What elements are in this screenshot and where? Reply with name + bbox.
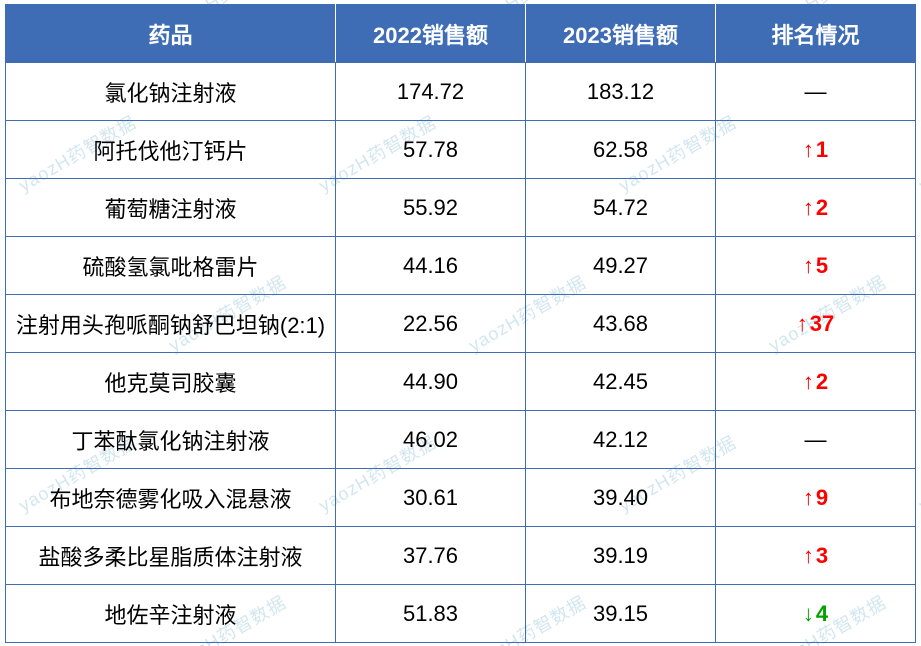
cell-2023: 43.68: [526, 295, 716, 353]
cell-rank: ↑5: [716, 237, 916, 295]
cell-2022: 57.78: [336, 121, 526, 179]
cell-2023: 54.72: [526, 179, 716, 237]
arrow-down-icon: ↓: [803, 601, 814, 626]
table-row: 布地奈德雾化吸入混悬液30.6139.40↑9: [6, 469, 916, 527]
arrow-up-icon: ↑: [803, 369, 814, 394]
rank-value: 5: [816, 253, 828, 278]
cell-2022: 30.61: [336, 469, 526, 527]
cell-drug: 地佐辛注射液: [6, 585, 336, 643]
cell-2023: 39.15: [526, 585, 716, 643]
cell-drug: 他克莫司胶囊: [6, 353, 336, 411]
cell-2023: 39.40: [526, 469, 716, 527]
table-row: 葡萄糖注射液55.9254.72↑2: [6, 179, 916, 237]
cell-2022: 46.02: [336, 411, 526, 469]
rank-value: 2: [816, 369, 828, 394]
drug-sales-table: 药品 2022销售额 2023销售额 排名情况 氯化钠注射液174.72183.…: [5, 4, 916, 643]
table-body: 氯化钠注射液174.72183.12—阿托伐他汀钙片57.7862.58↑1葡萄…: [6, 63, 916, 643]
rank-value: 3: [816, 543, 828, 568]
rank-value: 2: [816, 195, 828, 220]
cell-rank: ↑2: [716, 353, 916, 411]
arrow-up-icon: ↑: [803, 543, 814, 568]
rank-value: 4: [816, 601, 828, 626]
table-row: 地佐辛注射液51.8339.15↓4: [6, 585, 916, 643]
cell-drug: 葡萄糖注射液: [6, 179, 336, 237]
rank-value: 1: [816, 137, 828, 162]
cell-drug: 氯化钠注射液: [6, 63, 336, 121]
arrow-up-icon: ↑: [803, 253, 814, 278]
cell-drug: 阿托伐他汀钙片: [6, 121, 336, 179]
cell-2022: 55.92: [336, 179, 526, 237]
cell-rank: ↓4: [716, 585, 916, 643]
cell-2023: 42.12: [526, 411, 716, 469]
cell-2022: 22.56: [336, 295, 526, 353]
table-row: 他克莫司胶囊44.9042.45↑2: [6, 353, 916, 411]
cell-rank: —: [716, 63, 916, 121]
rank-value: 37: [810, 311, 834, 336]
arrow-up-icon: ↑: [803, 195, 814, 220]
rank-none-glyph: —: [805, 427, 827, 452]
cell-rank: —: [716, 411, 916, 469]
col-header-rank: 排名情况: [716, 5, 916, 63]
cell-2023: 183.12: [526, 63, 716, 121]
rank-none-glyph: —: [805, 79, 827, 104]
table-header-row: 药品 2022销售额 2023销售额 排名情况: [6, 5, 916, 63]
arrow-up-icon: ↑: [797, 311, 808, 336]
table-row: 硫酸氢氯吡格雷片44.1649.27↑5: [6, 237, 916, 295]
cell-2023: 49.27: [526, 237, 716, 295]
table-row: 氯化钠注射液174.72183.12 —: [6, 63, 916, 121]
arrow-up-icon: ↑: [803, 485, 814, 510]
cell-drug: 丁苯酞氯化钠注射液: [6, 411, 336, 469]
cell-2022: 44.16: [336, 237, 526, 295]
cell-2022: 51.83: [336, 585, 526, 643]
cell-rank: ↑1: [716, 121, 916, 179]
col-header-2023: 2023销售额: [526, 5, 716, 63]
cell-2022: 44.90: [336, 353, 526, 411]
rank-value: 9: [816, 485, 828, 510]
cell-2022: 37.76: [336, 527, 526, 585]
cell-rank: ↑37: [716, 295, 916, 353]
cell-drug: 布地奈德雾化吸入混悬液: [6, 469, 336, 527]
cell-drug: 盐酸多柔比星脂质体注射液: [6, 527, 336, 585]
table-row: 盐酸多柔比星脂质体注射液37.7639.19↑3: [6, 527, 916, 585]
cell-drug: 注射用头孢哌酮钠舒巴坦钠(2:1): [6, 295, 336, 353]
cell-2022: 174.72: [336, 63, 526, 121]
cell-rank: ↑2: [716, 179, 916, 237]
col-header-drug: 药品: [6, 5, 336, 63]
table-container: yaozH药智数据yaozH药智数据yaozH药智数据yaozH药智数据yaoz…: [0, 0, 921, 646]
cell-2023: 39.19: [526, 527, 716, 585]
table-row: 注射用头孢哌酮钠舒巴坦钠(2:1)22.5643.68↑37: [6, 295, 916, 353]
cell-2023: 62.58: [526, 121, 716, 179]
table-row: 丁苯酞氯化钠注射液46.0242.12 —: [6, 411, 916, 469]
col-header-2022: 2022销售额: [336, 5, 526, 63]
cell-rank: ↑3: [716, 527, 916, 585]
cell-rank: ↑9: [716, 469, 916, 527]
arrow-up-icon: ↑: [803, 137, 814, 162]
table-row: 阿托伐他汀钙片57.7862.58↑1: [6, 121, 916, 179]
cell-drug: 硫酸氢氯吡格雷片: [6, 237, 336, 295]
cell-2023: 42.45: [526, 353, 716, 411]
